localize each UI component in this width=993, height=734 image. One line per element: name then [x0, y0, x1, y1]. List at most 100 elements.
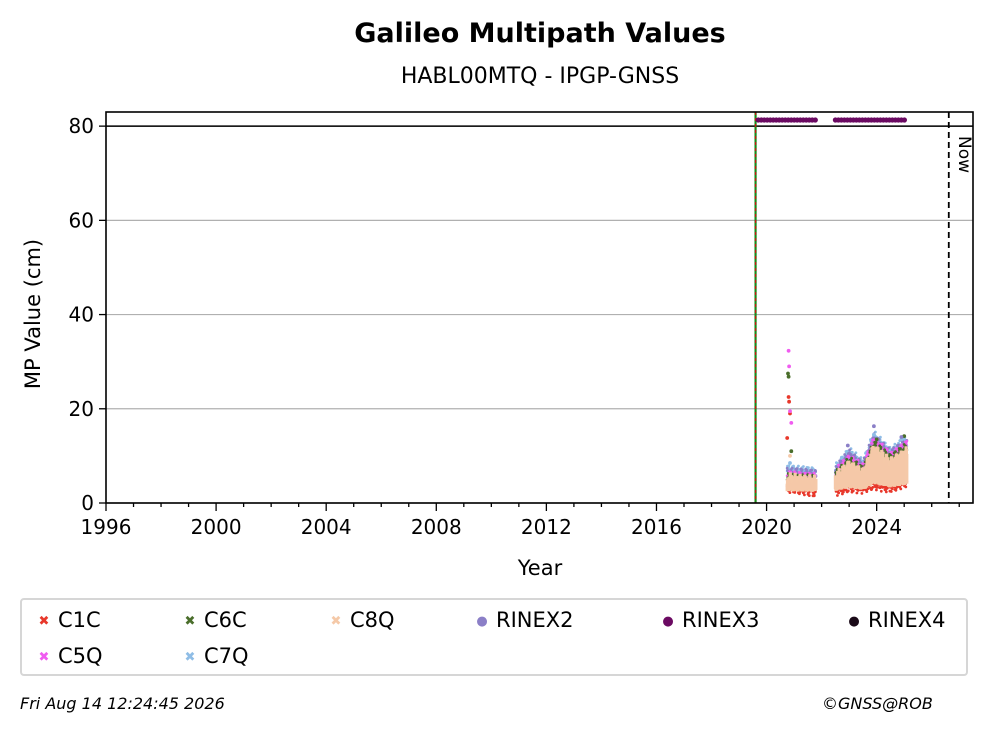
legend: ✖ C1C ✖ C5Q ✖ C6C ✖ C7Q ✖ C8Q ● RINEX2 ● RINEX3…: [20, 598, 968, 676]
data-point-c5q: [787, 364, 791, 369]
data-point-c1c: [786, 395, 791, 399]
data-point-c1c: [855, 491, 859, 495]
data-point-c1c: [812, 494, 816, 498]
data-point-c1c: [851, 489, 855, 493]
legend-label: C7Q: [204, 644, 249, 668]
footer-timestamp: Fri Aug 14 12:24:45 2026: [20, 694, 225, 713]
data-point-rinex2: [897, 443, 900, 447]
data-point-c1c: [836, 494, 839, 497]
data-point-c6c: [874, 437, 879, 442]
plot-area: Now 1996 2000 2004 2008 2012 2016 2020 2024 0 20 40…: [69, 111, 974, 539]
data-point-c1c: [875, 488, 878, 492]
data-point-rinex2: [848, 448, 851, 452]
data-point-c1c: [837, 491, 841, 495]
data-point-c5q: [837, 463, 840, 467]
data-point-c8q: [788, 454, 792, 458]
data-point-rinex2: [853, 453, 856, 457]
data-point-c6c: [786, 374, 791, 379]
x-marker-icon: ✖: [38, 614, 50, 629]
data-point-c7q: [797, 464, 800, 468]
x-tick-label: 2024: [851, 515, 902, 539]
legend-label: RINEX4: [868, 608, 946, 632]
data-point-c5q: [900, 443, 904, 446]
y-axis-label: MP Value (cm): [21, 239, 45, 389]
data-point-c6c: [786, 371, 790, 376]
data-point-c1c: [899, 487, 903, 491]
data-point-c5q: [847, 455, 851, 459]
data-point-c1c: [788, 491, 792, 494]
axes-frame: [105, 111, 974, 504]
x-tick-label: 2000: [191, 515, 242, 539]
y-tick-label: 20: [69, 397, 94, 421]
data-point-rinex2: [899, 435, 904, 439]
data-point-c6c: [855, 460, 858, 464]
data-point-rinex2: [845, 443, 850, 448]
data-point-rinex2: [790, 466, 794, 470]
x-tick-label: 2008: [411, 515, 462, 539]
data-point-c5q: [885, 448, 889, 451]
legend-label: C6C: [204, 608, 247, 632]
data-point-c5q: [842, 458, 845, 462]
data-point-rinex2: [805, 470, 809, 473]
x-tick-label: 2012: [521, 515, 572, 539]
data-point-c6c: [874, 444, 878, 447]
data-point-c1c: [881, 486, 885, 489]
data-point-c7q: [872, 432, 876, 437]
legend-label: RINEX3: [682, 608, 760, 632]
dot-marker-icon: ●: [476, 614, 488, 629]
data-point-c8q: [905, 453, 909, 484]
data-point-c1c: [904, 485, 908, 489]
data-point-c5q: [786, 348, 791, 353]
data-point-rinex2: [854, 456, 857, 460]
data-point-c7q: [845, 449, 849, 453]
data-point-c1c: [879, 489, 883, 493]
data-point-c5q: [880, 442, 884, 446]
data-point-c7q: [854, 451, 858, 455]
data-point-c1c: [884, 490, 888, 494]
data-point-c5q: [804, 471, 807, 475]
data-point-rinex2: [872, 424, 876, 429]
dot-marker-icon: ●: [848, 614, 860, 629]
data-point-c7q: [841, 455, 844, 459]
data-point-c5q: [905, 439, 909, 443]
legend-item-c1c: ✖ C1C: [36, 608, 101, 634]
legend-label: C8Q: [350, 608, 395, 632]
x-marker-icon: ✖: [330, 614, 342, 629]
legend-item-rinex4: ● RINEX4: [846, 608, 946, 634]
chart-title: Galileo Multipath Values: [354, 18, 726, 49]
data-point-rinex2: [839, 459, 843, 463]
data-point-c7q: [788, 461, 792, 465]
data-point-c7q: [850, 450, 854, 454]
data-point-c7q: [802, 465, 805, 468]
data-point-c1c: [889, 490, 893, 493]
data-point-c6c: [879, 445, 883, 449]
multipath-chart: Galileo Multipath Values HABL00MTQ - IPG…: [21, 18, 974, 580]
data-point-c1c: [846, 489, 850, 493]
y-tick-label: 40: [69, 303, 94, 327]
archive-marker-dot: [812, 117, 818, 123]
data-point-c6c: [899, 447, 902, 450]
data-point-c1c: [787, 399, 791, 404]
data-point-rinex2: [800, 468, 804, 472]
data-point-c1c: [890, 487, 894, 490]
data-point-c1c: [807, 494, 811, 497]
footer-credit: ©GNSS@ROB: [822, 694, 933, 713]
legend-item-rinex2: ● RINEX2: [474, 608, 574, 634]
data-point-c6c: [884, 451, 888, 455]
data-point-c1c: [803, 493, 806, 497]
archive-marker-dot: [901, 117, 908, 123]
data-point-c1c: [860, 492, 864, 495]
legend-item-c8q: ✖ C8Q: [328, 608, 395, 634]
data-point-c6c: [894, 450, 897, 453]
data-point-rinex2: [849, 453, 853, 457]
data-point-rinex2: [834, 465, 838, 468]
data-point-c6c: [789, 449, 794, 454]
legend-item-rinex3: ● RINEX3: [660, 608, 760, 634]
dot-marker-icon: ●: [662, 614, 674, 629]
data-point-c8q: [814, 478, 818, 490]
data-point-c7q: [879, 435, 882, 439]
data-point-c1c: [785, 436, 790, 440]
legend-label: RINEX2: [496, 608, 574, 632]
y-tick-label: 60: [69, 208, 94, 232]
x-tick-label: 2020: [741, 515, 792, 539]
